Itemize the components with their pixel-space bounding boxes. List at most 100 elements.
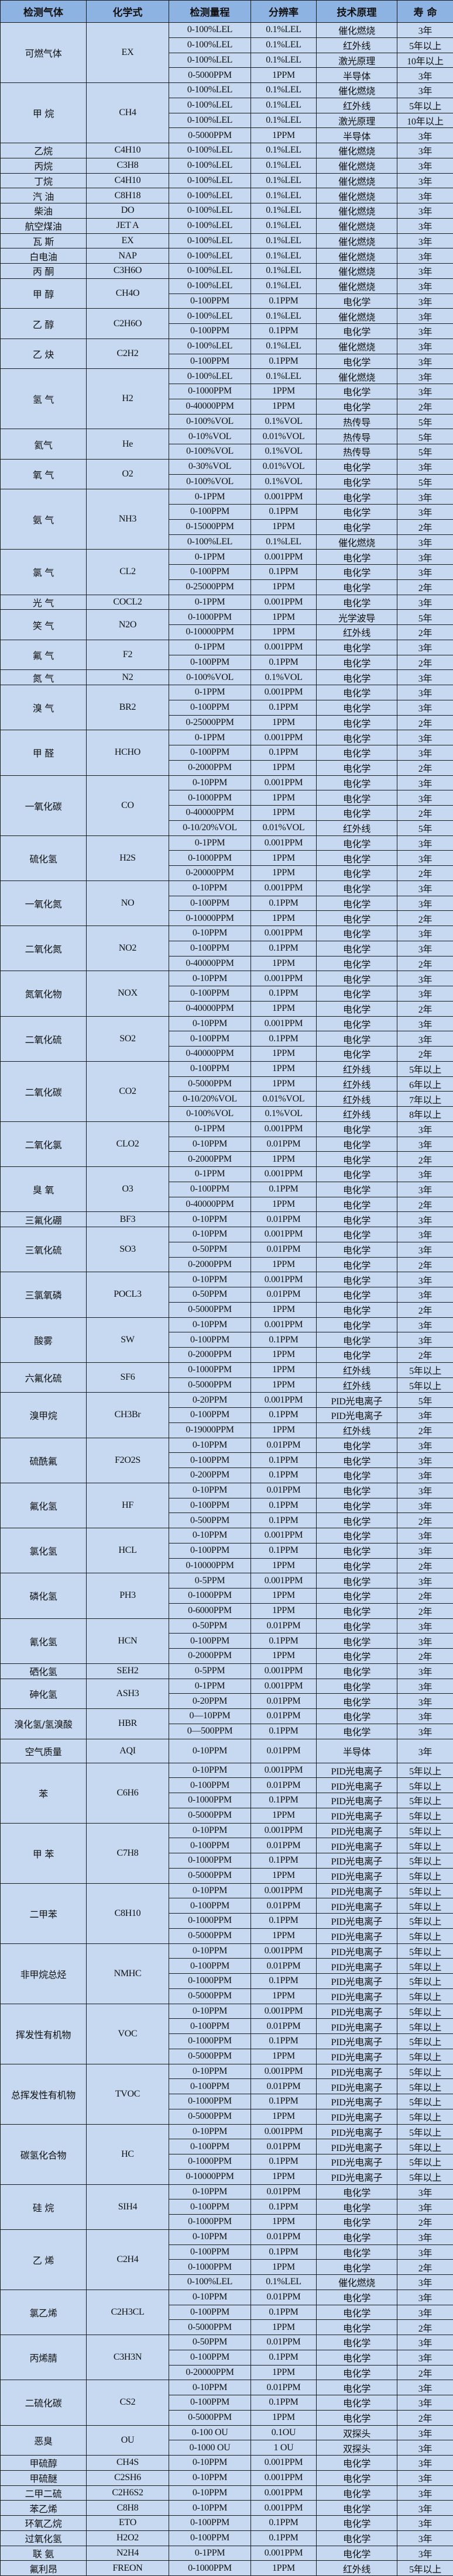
resolution-cell: 1PPM: [251, 1603, 317, 1618]
resolution-cell: 1PPM: [251, 760, 317, 775]
range-cell: 0-5000PPM: [169, 1988, 251, 2004]
range-cell: 0-10PPM: [169, 2290, 251, 2305]
principle-cell: 电化学: [317, 1001, 397, 1016]
lifespan-cell: 3年: [397, 489, 453, 505]
range-cell: 0-6000PPM: [169, 1603, 251, 1618]
range-cell: 0-10PPM: [169, 2470, 251, 2485]
lifespan-cell: 3年: [397, 971, 453, 986]
principle-cell: 电化学: [317, 1634, 397, 1649]
range-cell: 0-1000PPM: [169, 1362, 251, 1377]
principle-cell: 电化学: [317, 1152, 397, 1167]
resolution-cell: 1PPM: [251, 1589, 317, 1604]
range-cell: 0-10PPM: [169, 1212, 251, 1227]
range-cell: 0-50PPM: [169, 1242, 251, 1257]
range-cell: 0-10PPM: [169, 2124, 251, 2139]
lifespan-cell: 3年: [397, 2335, 453, 2350]
lifespan-cell: 3年: [397, 2485, 453, 2501]
lifespan-cell: 3年: [397, 880, 453, 896]
range-cell: 0-10PPM: [169, 2184, 251, 2199]
formula-cell: CH4: [87, 83, 169, 143]
lifespan-cell: 5年以上: [397, 37, 453, 53]
principle-cell: 红外线: [317, 1422, 397, 1438]
lifespan-cell: 3年: [397, 1317, 453, 1332]
gas-name-cell: 汽 油: [1, 188, 87, 203]
resolution-cell: 0.01PPM: [251, 1898, 317, 1914]
resolution-cell: 0.1PPM: [251, 2395, 317, 2411]
resolution-cell: 0.1%LEL: [251, 98, 317, 113]
resolution-cell: 1PPM: [251, 1257, 317, 1272]
formula-cell: NOX: [87, 971, 169, 1016]
formula-cell: C3H3N: [87, 2335, 169, 2380]
range-cell: 0—10PPM: [169, 1709, 251, 1724]
lifespan-cell: 5年以上: [397, 2109, 453, 2124]
range-cell: 0-100PPM: [169, 1182, 251, 1197]
range-cell: 0-100PPM: [169, 1959, 251, 1974]
lifespan-cell: 3年: [397, 2305, 453, 2320]
lifespan-cell: 3年: [397, 264, 453, 279]
gas-name-cell: 甲 醛: [1, 730, 87, 775]
principle-cell: 电化学: [317, 1453, 397, 1468]
lifespan-cell: 3年: [397, 1438, 453, 1453]
lifespan-cell: 3年: [397, 835, 453, 851]
range-cell: 0-100%LEL: [169, 113, 251, 128]
resolution-cell: 0.1PPM: [251, 700, 317, 715]
range-cell: 0-40000PPM: [169, 806, 251, 821]
principle-cell: 电化学: [317, 1603, 397, 1618]
gas-name-cell: 砷化氢: [1, 1679, 87, 1709]
lifespan-cell: 5年以上: [397, 1898, 453, 1914]
formula-cell: ETO: [87, 2516, 169, 2531]
principle-cell: 半导体: [317, 128, 397, 143]
lifespan-cell: 3年: [397, 1121, 453, 1137]
formula-cell: H2: [87, 369, 169, 429]
resolution-cell: 1PPM: [251, 1197, 317, 1212]
range-cell: 0-40000PPM: [169, 1001, 251, 1016]
range-cell: 0-100%LEL: [169, 98, 251, 113]
lifespan-cell: 2年: [397, 760, 453, 775]
range-cell: 0-10PPM: [169, 2004, 251, 2019]
range-cell: 0-100PPM: [169, 2516, 251, 2531]
gas-name-cell: 环氧乙烷: [1, 2516, 87, 2531]
formula-cell: N2: [87, 670, 169, 685]
range-cell: 0-100%LEL: [169, 53, 251, 68]
principle-cell: 电化学: [317, 971, 397, 986]
range-cell: 0-100PPM: [169, 1838, 251, 1853]
principle-cell: PID光电离子: [317, 2124, 397, 2139]
resolution-cell: 0.01PPM: [251, 1838, 317, 1853]
gas-name-cell: 硫化氢: [1, 835, 87, 880]
range-cell: 0-100PPM: [169, 1634, 251, 1649]
range-cell: 0-100PPM: [169, 1408, 251, 1423]
resolution-cell: 0.001PPM: [251, 489, 317, 505]
header-principle: 技术原理: [317, 1, 397, 23]
resolution-cell: 0.001PPM: [251, 1528, 317, 1543]
principle-cell: PID光电离子: [317, 1408, 397, 1423]
resolution-cell: 0.01PPM: [251, 1709, 317, 1724]
resolution-cell: 0.01PPM: [251, 1242, 317, 1257]
lifespan-cell: 5年以上: [397, 1868, 453, 1883]
principle-cell: 电化学: [317, 1663, 397, 1679]
principle-cell: 电化学: [317, 1528, 397, 1543]
lifespan-cell: 3年: [397, 2425, 453, 2440]
resolution-cell: 1PPM: [251, 625, 317, 640]
range-cell: 0-5000PPM: [169, 1808, 251, 1823]
resolution-cell: 0.001PPM: [251, 1823, 317, 1838]
lifespan-cell: 3年: [397, 505, 453, 520]
range-cell: 0-100PPM: [169, 986, 251, 1002]
principle-cell: 电化学: [317, 1543, 397, 1558]
resolution-cell: 0.1%LEL: [251, 188, 317, 203]
range-cell: 0-100PPM: [169, 1898, 251, 1914]
principle-cell: 电化学: [317, 1513, 397, 1528]
principle-cell: PID光电离子: [317, 2169, 397, 2184]
formula-cell: NAP: [87, 248, 169, 264]
lifespan-cell: 5年以上: [397, 2124, 453, 2139]
resolution-cell: 0.001PPM: [251, 2456, 317, 2471]
resolution-cell: 0.1PPM: [251, 896, 317, 911]
resolution-cell: 0.01PPM: [251, 2019, 317, 2034]
principle-cell: 催化燃烧: [317, 173, 397, 188]
principle-cell: PID光电离子: [317, 1823, 397, 1838]
